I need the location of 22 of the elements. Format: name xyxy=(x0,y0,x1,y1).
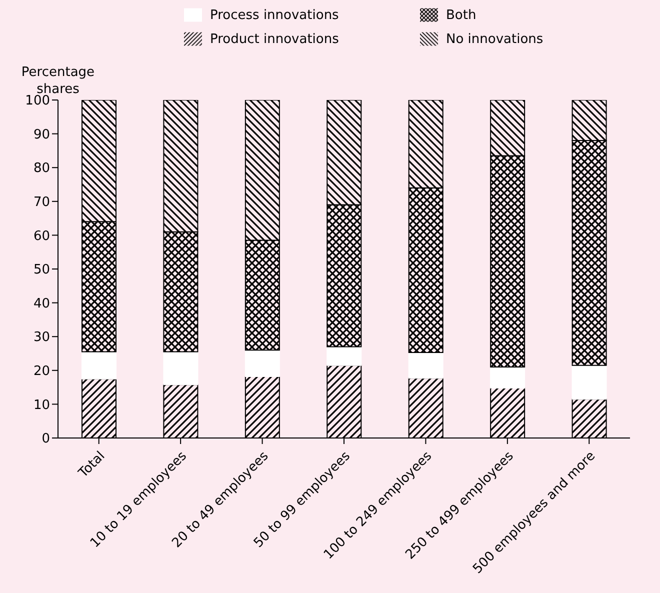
legend-label: No innovations xyxy=(446,31,544,49)
bar xyxy=(163,351,198,386)
y-tick-label: 90 xyxy=(33,127,50,142)
bar xyxy=(82,351,116,380)
bar xyxy=(490,366,526,388)
y-tick-label: 80 xyxy=(33,161,50,176)
y-tick-label: 10 xyxy=(33,398,50,413)
y-tick-label: 60 xyxy=(33,228,50,244)
y-tick-label: 70 xyxy=(33,195,50,210)
y-tick-label: 100 xyxy=(25,94,50,109)
legend-label: Both xyxy=(446,7,478,25)
y-tick-label: 20 xyxy=(33,364,50,380)
legend-label: Process innovations xyxy=(210,7,340,25)
y-tick-label: 40 xyxy=(33,296,50,312)
y-tick-label: 50 xyxy=(33,262,50,278)
bar xyxy=(244,350,280,377)
legend-label: Product innovations xyxy=(210,31,340,49)
y-tick-label: 0 xyxy=(42,432,50,447)
bar xyxy=(408,352,444,379)
bar xyxy=(572,364,607,400)
y-tick-label: 30 xyxy=(33,330,50,346)
bar xyxy=(326,346,362,366)
